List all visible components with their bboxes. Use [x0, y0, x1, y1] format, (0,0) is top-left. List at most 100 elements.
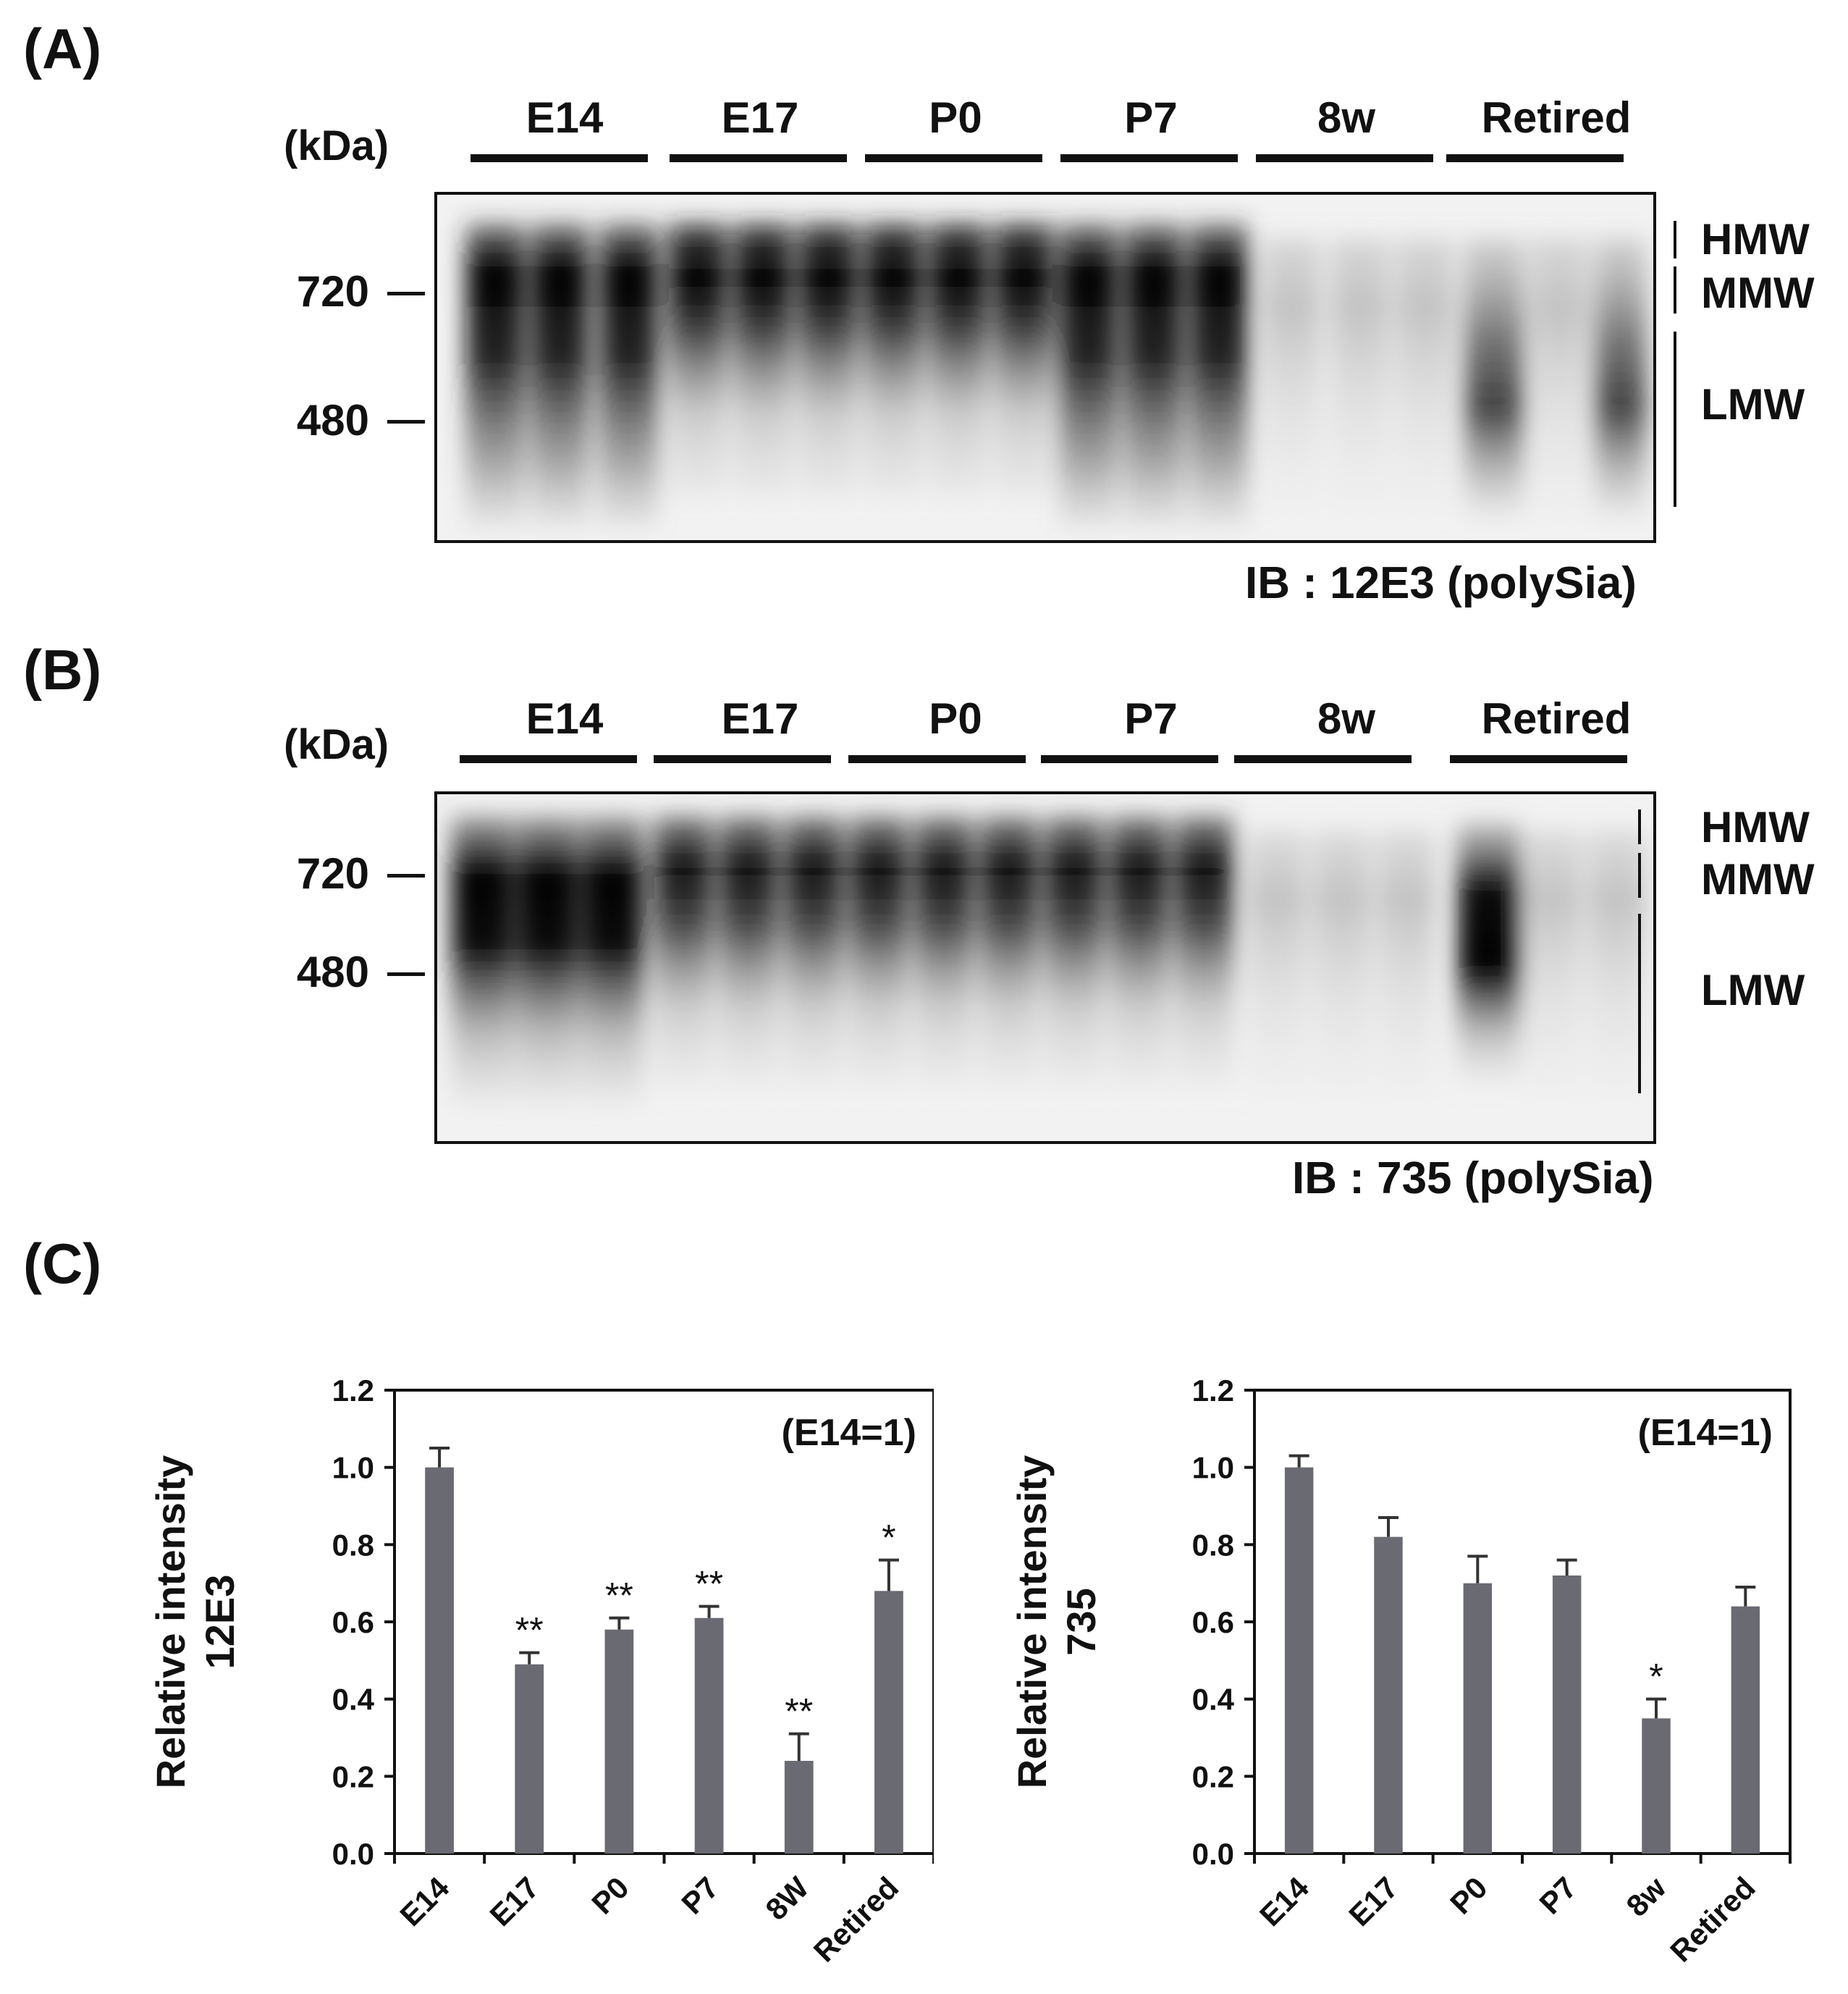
panel-c-label: (C) — [23, 1232, 102, 1295]
bar — [1552, 1576, 1582, 1854]
panel-b-group-label: E17 — [721, 694, 799, 743]
bar — [515, 1664, 544, 1854]
x-tick-label: E17 — [484, 1870, 546, 1932]
y-tick-label: 0.2 — [332, 1759, 374, 1793]
panel-b-group-bar — [654, 755, 831, 763]
panel-a-group-bar — [1256, 154, 1433, 162]
panel-a-group-label: P0 — [929, 93, 982, 142]
bar — [694, 1618, 724, 1854]
panel-a-group-bar — [471, 154, 648, 162]
chart-annotation: (E14=1) — [1638, 1412, 1773, 1454]
y-tick-label: 0.0 — [1192, 1837, 1234, 1871]
bar — [1642, 1718, 1671, 1854]
significance-mark: ** — [605, 1576, 633, 1616]
y-tick-label: 0.0 — [332, 1837, 374, 1871]
panel-a-group-label: Retired — [1481, 93, 1632, 142]
x-tick-label: Retired — [1663, 1870, 1762, 1969]
panel-b-group-label: E14 — [526, 694, 604, 743]
panel-a-ib-label: IB : 12E3 (polySia) — [1245, 558, 1637, 608]
panel-b-marker-tick — [387, 874, 425, 878]
y-tick-label: 0.8 — [332, 1528, 374, 1562]
panel-b-blot-image — [452, 816, 1646, 1106]
significance-mark: ** — [515, 1610, 544, 1651]
panel-a-group-bar — [670, 154, 847, 162]
x-tick-label: P0 — [1443, 1870, 1494, 1921]
x-tick-label: Retired — [807, 1870, 906, 1969]
y-tick-label: 1.2 — [332, 1373, 374, 1408]
panel-a-marker-label: 480 — [296, 396, 369, 445]
panel-b-group-label: Retired — [1481, 694, 1632, 743]
significance-mark: * — [1649, 1657, 1663, 1697]
chart-735: 0.0 0.2 0.4 0.6 0.8 1.0 1.2 E14 E17 P0 P7 * 8wRetire… — [1009, 1373, 1792, 1969]
x-tick-label: P7 — [675, 1870, 725, 1921]
panel-b-lmw-label: LMW — [1701, 966, 1805, 1014]
x-tick-label: P0 — [585, 1870, 636, 1921]
panel-a-group-label: E17 — [721, 93, 799, 142]
panel-a-hmw-label: HMW — [1701, 215, 1810, 264]
panel-a-lmw-bracket — [1674, 332, 1676, 507]
panel-a-mmw-bracket — [1674, 266, 1676, 314]
y-axis-label-secondary: 735 — [1058, 1588, 1104, 1655]
x-tick-label: E14 — [1253, 1870, 1316, 1933]
panel-b-group-bar — [848, 755, 1026, 763]
x-tick-label: 8w — [1620, 1870, 1673, 1923]
panel-b-marker-label: 720 — [296, 849, 369, 898]
panel-a-group-bar — [865, 154, 1042, 162]
panel-b-mmw-label: MMW — [1701, 855, 1815, 904]
bar — [1374, 1536, 1403, 1854]
panel-b-group-bar — [1450, 755, 1627, 763]
panel-b-kda-label: (kDa) — [284, 721, 389, 768]
panel-a-blot — [434, 192, 1656, 543]
y-tick-label: 0.4 — [1192, 1683, 1235, 1717]
x-tick-label: 8W — [759, 1870, 815, 1927]
panel-a-marker-tick — [387, 292, 425, 295]
significance-mark: ** — [695, 1564, 723, 1604]
panel-b-marker-label: 480 — [296, 948, 369, 996]
panel-a-hmw-bracket — [1674, 221, 1676, 258]
panel-a-group-bar — [1060, 154, 1238, 162]
panel-b-hmw-bracket — [1638, 809, 1641, 844]
chart-12e3: 0.0 0.2 0.4 0.6 0.8 1.0 1.2 E14 ** E17 ** P0 ** P7 ** 8… — [148, 1373, 934, 1969]
panel-a-blot-image — [466, 224, 1646, 528]
y-tick-label: 0.2 — [1192, 1759, 1234, 1793]
y-axis-label: Relative intensity — [148, 1455, 193, 1789]
panel-b-ib-label: IB : 735 (polySia) — [1292, 1153, 1654, 1203]
plot-frame — [1253, 1389, 1792, 1855]
panel-a-group-label: E14 — [526, 93, 604, 142]
panel-b-group-label: P7 — [1124, 694, 1178, 743]
chart-annotation: (E14=1) — [782, 1412, 916, 1454]
y-tick-label: 1.0 — [1192, 1451, 1234, 1485]
y-tick-label: 0.8 — [1192, 1528, 1234, 1562]
y-axis-label: Relative intensity — [1009, 1455, 1055, 1789]
panel-a-mmw-label: MMW — [1701, 269, 1815, 317]
bar — [425, 1467, 454, 1854]
bar — [1463, 1583, 1493, 1854]
panel-b-group-bar — [1041, 755, 1218, 763]
panel-b-lmw-bracket — [1638, 914, 1641, 1093]
bar — [874, 1591, 903, 1854]
panel-b-marker-tick — [387, 972, 425, 976]
bar — [604, 1629, 634, 1854]
x-tick-label: P7 — [1532, 1870, 1583, 1921]
panel-b-group-label: P0 — [929, 694, 982, 743]
x-tick-label: E14 — [393, 1870, 456, 1933]
y-axis-label-secondary: 12E3 — [197, 1575, 242, 1670]
panel-a-group-label: 8w — [1317, 93, 1376, 142]
significance-mark: ** — [785, 1691, 813, 1732]
panel-b-group-bar — [460, 755, 637, 763]
panel-a-lmw-label: LMW — [1701, 380, 1805, 429]
panel-b-mmw-bracket — [1638, 853, 1641, 898]
y-tick-label: 1.0 — [332, 1451, 374, 1485]
bar — [1284, 1467, 1314, 1854]
panel-b-blot — [434, 791, 1656, 1144]
panel-a-kda-label: (kDa) — [284, 122, 389, 169]
bar — [784, 1761, 814, 1854]
y-tick-label: 0.6 — [1192, 1605, 1234, 1639]
x-tick-label: E17 — [1342, 1870, 1404, 1932]
panel-a-marker-tick — [387, 420, 425, 424]
bar — [1731, 1606, 1760, 1854]
panel-b-hmw-label: HMW — [1701, 803, 1810, 851]
panel-b-label: (B) — [23, 638, 102, 702]
significance-mark: * — [882, 1518, 895, 1558]
panel-a-group-label: P7 — [1124, 93, 1178, 142]
